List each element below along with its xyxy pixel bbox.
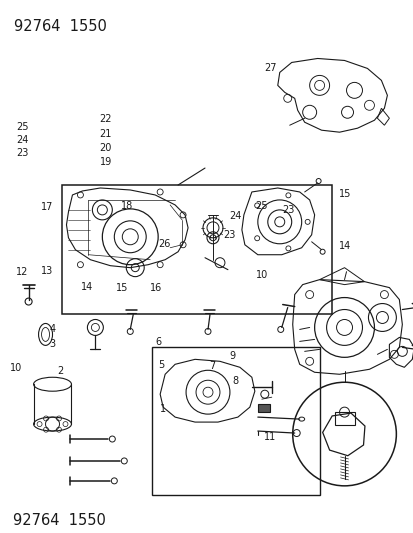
Text: 12: 12 xyxy=(17,267,28,277)
Text: 26: 26 xyxy=(158,239,170,248)
Text: 14: 14 xyxy=(81,282,93,292)
Text: 6: 6 xyxy=(155,337,161,347)
Text: 24: 24 xyxy=(17,135,28,145)
Text: 15: 15 xyxy=(338,189,351,199)
Text: 92764  1550: 92764 1550 xyxy=(14,19,106,34)
Text: 17: 17 xyxy=(41,203,53,213)
Text: 9: 9 xyxy=(229,351,235,361)
Text: 14: 14 xyxy=(338,241,351,251)
Text: 27: 27 xyxy=(263,63,276,74)
Text: 16: 16 xyxy=(150,283,162,293)
Text: 8: 8 xyxy=(232,376,238,385)
Text: 21: 21 xyxy=(100,128,112,139)
Text: 23: 23 xyxy=(223,230,235,240)
Text: 24: 24 xyxy=(229,212,242,222)
Text: 23: 23 xyxy=(17,148,28,158)
Bar xyxy=(62,185,331,314)
Text: 7: 7 xyxy=(209,361,215,370)
Text: 11: 11 xyxy=(263,432,275,442)
Text: 20: 20 xyxy=(100,143,112,153)
Text: 25: 25 xyxy=(17,122,29,132)
Text: 23: 23 xyxy=(281,205,294,215)
Text: 22: 22 xyxy=(100,114,112,124)
Bar xyxy=(152,348,319,495)
Text: 25: 25 xyxy=(255,201,268,212)
Text: 10: 10 xyxy=(255,270,267,280)
Text: 15: 15 xyxy=(116,283,128,293)
Text: 92764  1550: 92764 1550 xyxy=(13,513,106,528)
Text: 13: 13 xyxy=(41,266,53,276)
Text: 1: 1 xyxy=(159,404,165,414)
Text: 18: 18 xyxy=(121,201,133,212)
Text: 3: 3 xyxy=(49,339,55,349)
Bar xyxy=(257,404,269,412)
Text: 4: 4 xyxy=(49,324,55,334)
Text: 10: 10 xyxy=(10,364,22,373)
Text: 5: 5 xyxy=(158,360,164,369)
Text: 2: 2 xyxy=(57,366,64,376)
Text: 19: 19 xyxy=(100,157,112,167)
Bar xyxy=(334,412,354,425)
